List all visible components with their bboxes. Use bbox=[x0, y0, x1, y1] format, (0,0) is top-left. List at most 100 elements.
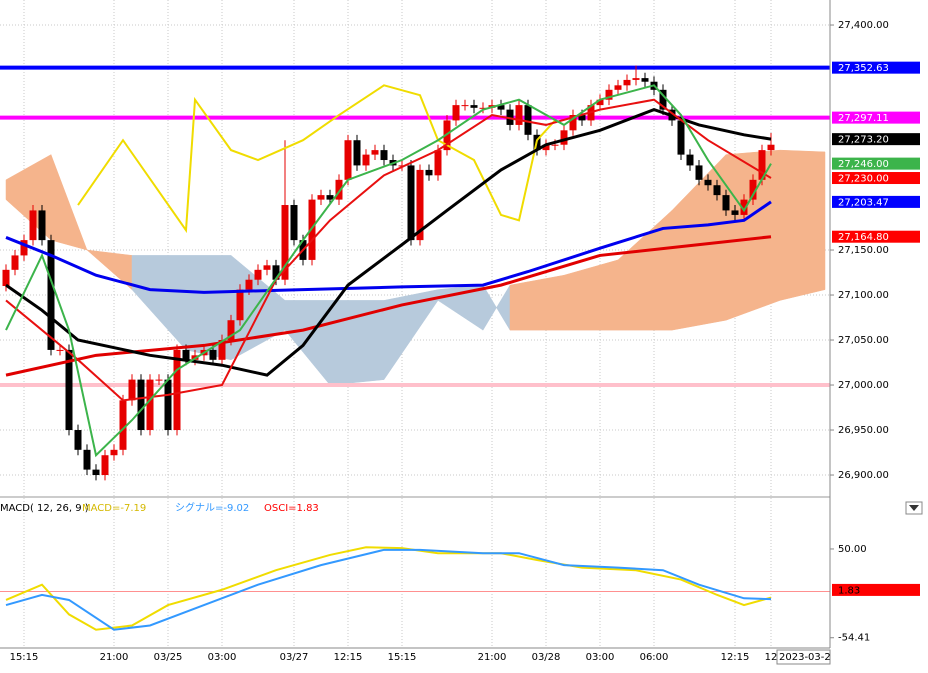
candle-body bbox=[56, 349, 64, 351]
candle-body bbox=[416, 169, 424, 241]
candle-body bbox=[29, 210, 37, 241]
price-tag-label: 27,352.63 bbox=[838, 63, 889, 74]
legend-entry: MACD=-7.19 bbox=[82, 503, 146, 514]
candle-body bbox=[281, 205, 289, 280]
date-box bbox=[776, 649, 831, 665]
candle-body bbox=[146, 379, 154, 431]
candle-body bbox=[632, 78, 640, 80]
price-tag-label: 27,297.11 bbox=[838, 113, 889, 124]
indicator-line bbox=[77, 84, 556, 234]
legend-entry: OSCI=1.83 bbox=[264, 503, 319, 514]
candle-body bbox=[254, 269, 262, 280]
candle-body bbox=[461, 105, 469, 107]
candle-body bbox=[128, 379, 136, 401]
price-tag bbox=[832, 172, 920, 185]
candle-body bbox=[452, 105, 460, 121]
x-tick-label: 15:15 bbox=[10, 652, 39, 663]
y-tick-label: 26,900.00 bbox=[838, 470, 889, 481]
cloud-segment bbox=[509, 274, 565, 331]
candle-body bbox=[551, 144, 559, 146]
candle-body bbox=[722, 195, 730, 211]
cloud-segment bbox=[482, 284, 511, 332]
price-tag bbox=[832, 230, 920, 243]
candle-body bbox=[308, 199, 316, 260]
indicator-line bbox=[5, 98, 772, 402]
candle-body bbox=[11, 255, 19, 270]
price-tags: 27,352.63 27,297.11 27,273.20 27,246.00 27,2… bbox=[832, 61, 920, 596]
candle-body bbox=[65, 349, 73, 431]
candle-body bbox=[515, 105, 523, 125]
candle-body bbox=[119, 400, 127, 450]
candle-body bbox=[236, 289, 244, 321]
cloud-segment bbox=[779, 149, 826, 301]
y-tick-label: 50.00 bbox=[838, 544, 867, 555]
candle-body bbox=[137, 379, 145, 431]
price-tag bbox=[832, 111, 920, 124]
cloud-segment bbox=[284, 300, 331, 386]
candle-body bbox=[371, 150, 379, 155]
candle-body bbox=[686, 154, 694, 166]
candle-body bbox=[110, 449, 118, 456]
dropdown-arrow bbox=[909, 505, 919, 511]
y-tick-label: 27,100.00 bbox=[838, 290, 889, 301]
price-tag-label: 1.83 bbox=[838, 585, 860, 596]
x-tick-label: 06:00 bbox=[640, 652, 669, 663]
candle-body bbox=[164, 379, 172, 431]
candle-body bbox=[479, 107, 487, 109]
candle-body bbox=[623, 79, 631, 86]
candle-body bbox=[749, 179, 757, 200]
x-tick-label: 03/28 bbox=[532, 652, 561, 663]
y-tick-label: 27,150.00 bbox=[838, 245, 889, 256]
candle-body bbox=[47, 240, 55, 350]
candle-body bbox=[74, 430, 82, 450]
candle-body bbox=[713, 185, 721, 196]
candle-body bbox=[596, 99, 604, 106]
cloud bbox=[5, 149, 826, 386]
x-tick-label: 21:00 bbox=[478, 652, 507, 663]
x-tick-label: 03/25 bbox=[154, 652, 183, 663]
candle-body bbox=[506, 109, 514, 125]
candle-body bbox=[326, 195, 334, 200]
price-tag bbox=[832, 195, 920, 208]
time-axis: 15:15 21:00 03/25 03:00 03/27 12:15 15:15 21:00… bbox=[10, 649, 831, 665]
candle-body bbox=[677, 120, 685, 155]
candle-body bbox=[380, 150, 388, 161]
x-tick-label: 03/27 bbox=[280, 652, 309, 663]
candle-body bbox=[272, 265, 280, 280]
axis-labels: 27,400.00 27,150.00 27,100.00 27,050.00 27,0… bbox=[830, 20, 889, 644]
x-tick-label: 12 bbox=[765, 652, 778, 663]
indicator-line bbox=[5, 108, 772, 377]
cloud-segment bbox=[131, 255, 187, 351]
price-tag-label: 27,164.80 bbox=[838, 232, 889, 243]
candle-body bbox=[101, 455, 109, 476]
legend-entry: シグナル=-9.02 bbox=[175, 501, 249, 514]
price-tag-label: 27,203.47 bbox=[838, 197, 889, 208]
y-tick-label: 27,050.00 bbox=[838, 335, 889, 346]
candle-body bbox=[218, 340, 226, 360]
cloud-segment bbox=[50, 154, 88, 251]
price-tag-label: 27,273.20 bbox=[838, 135, 889, 146]
x-tick-label: 03:00 bbox=[208, 652, 237, 663]
candle-body bbox=[209, 349, 217, 360]
candle-body bbox=[740, 199, 748, 215]
indicator-line bbox=[5, 546, 772, 631]
candle-body bbox=[731, 210, 739, 215]
candle-body bbox=[38, 210, 46, 241]
indicator-line bbox=[5, 548, 772, 631]
candle-body bbox=[524, 105, 532, 135]
price-tag bbox=[832, 583, 920, 596]
candle-body bbox=[767, 144, 775, 151]
price-tag bbox=[832, 157, 920, 170]
x-tick-label: 12:15 bbox=[721, 652, 750, 663]
indicator-line bbox=[5, 84, 772, 458]
candle-body bbox=[290, 205, 298, 241]
cloud-segment bbox=[563, 259, 619, 331]
price-tag-label: 27,246.00 bbox=[838, 159, 889, 170]
candle-body bbox=[704, 179, 712, 186]
candle-body bbox=[173, 349, 181, 431]
candle-body bbox=[362, 154, 370, 166]
candle-body bbox=[425, 169, 433, 176]
candle-body bbox=[353, 140, 361, 166]
candle-body bbox=[92, 469, 100, 476]
y-tick-label: 27,000.00 bbox=[838, 380, 889, 391]
